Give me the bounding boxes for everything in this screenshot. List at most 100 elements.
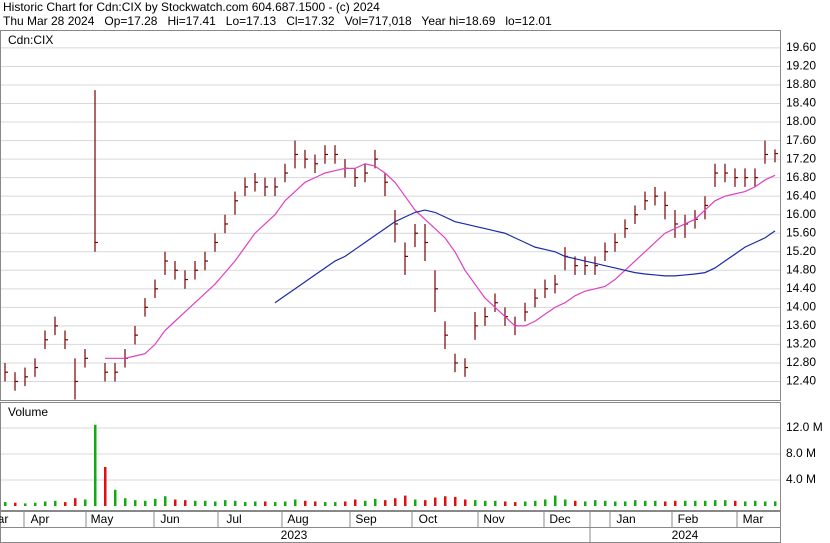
volume-bar: [494, 500, 497, 506]
x-tick-label: Jan: [616, 512, 635, 526]
volume-bar: [414, 499, 417, 506]
volume-bar: [174, 499, 177, 506]
x-tick-label: Sep: [355, 512, 377, 526]
y-tick-label: 17.60: [786, 133, 816, 147]
volume-bar: [574, 500, 577, 506]
volume-bar: [744, 501, 747, 506]
x-tick-label: May: [91, 512, 114, 526]
y-tick-label: 19.60: [786, 40, 816, 54]
volume-bar: [354, 499, 357, 506]
y-tick-label: 16.80: [786, 170, 816, 184]
x-tick-label: Nov: [483, 512, 504, 526]
x-tick-label: Jun: [160, 512, 179, 526]
year-label: 2024: [672, 528, 699, 542]
volume-bar: [764, 501, 767, 506]
volume-bar: [334, 502, 337, 506]
volume-bar: [104, 467, 107, 506]
y-tick-label: 16.40: [786, 188, 816, 202]
volume-bar: [204, 500, 207, 506]
y-tick-label: 12.80: [786, 355, 816, 369]
y-tick-label: 17.20: [786, 151, 816, 165]
volume-bar: [364, 500, 367, 506]
y-tick-label: 14.80: [786, 262, 816, 276]
volume-bar: [274, 502, 277, 506]
y-tick-label: 13.20: [786, 337, 816, 351]
year-label: 2023: [281, 528, 308, 542]
volume-bar: [484, 500, 487, 506]
volume-bar: [464, 499, 467, 506]
volume-bar: [284, 501, 287, 506]
y-tick-label: 18.80: [786, 77, 816, 91]
volume-bar: [144, 500, 147, 506]
volume-bar: [724, 500, 727, 506]
volume-bar: [564, 499, 567, 506]
volume-bar: [584, 501, 587, 506]
y-tick-label: 14.00: [786, 300, 816, 314]
y-tick-label: 18.40: [786, 96, 816, 110]
volume-bar: [474, 500, 477, 506]
volume-bar: [194, 500, 197, 506]
volume-bar: [184, 500, 187, 506]
volume-bar: [74, 498, 77, 506]
volume-bar: [554, 495, 557, 506]
volume-bar: [114, 489, 117, 506]
volume-label: Volume: [8, 405, 48, 419]
price-panel: [0, 30, 781, 401]
volume-panel: [0, 402, 781, 511]
volume-bar: [514, 502, 517, 506]
volume-bar: [264, 501, 267, 506]
volume-bar: [304, 500, 307, 506]
volume-bar: [344, 501, 347, 506]
volume-bar: [504, 501, 507, 506]
volume-bar: [384, 500, 387, 506]
panel-label: Cdn:CIX: [8, 33, 53, 47]
volume-bar: [704, 500, 707, 506]
volume-bar: [654, 500, 657, 506]
volume-bar: [14, 502, 17, 506]
volume-bar: [424, 500, 427, 506]
volume-tick-label: 12.0 M: [786, 420, 823, 434]
volume-tick-label: 4.0 M: [786, 472, 816, 486]
volume-bar: [84, 499, 87, 506]
volume-bar: [594, 500, 597, 506]
x-tick-label: Apr: [31, 512, 50, 526]
y-tick-label: 15.20: [786, 244, 816, 258]
y-tick-label: 18.00: [786, 114, 816, 128]
x-tick-label: Feb: [678, 512, 699, 526]
chart-subtitle: Thu Mar 28 2024 Op=17.28 Hi=17.41 Lo=17.…: [3, 14, 552, 28]
volume-bar: [674, 500, 677, 506]
volume-bar: [694, 500, 697, 506]
volume-bar: [534, 500, 537, 506]
volume-bar: [4, 502, 7, 506]
y-tick-label: 15.60: [786, 225, 816, 239]
x-tick-label: Dec: [549, 512, 570, 526]
volume-bar: [634, 500, 637, 506]
chart-title: Historic Chart for Cdn:CIX by Stockwatch…: [3, 0, 380, 14]
volume-bar: [244, 502, 247, 506]
volume-bar: [54, 500, 57, 506]
volume-bar: [314, 501, 317, 506]
volume-bar: [44, 501, 47, 506]
volume-bar: [684, 500, 687, 506]
volume-bar: [664, 501, 667, 506]
volume-bar: [34, 502, 37, 506]
volume-bar: [624, 501, 627, 506]
volume-bar: [614, 501, 617, 506]
volume-bar: [544, 499, 547, 506]
volume-bar: [444, 496, 447, 506]
moving-average: [105, 163, 776, 359]
x-tick-label: Oct: [419, 512, 438, 526]
volume-bar: [524, 501, 527, 506]
volume-bar: [24, 503, 27, 506]
volume-bar: [254, 501, 257, 506]
volume-bar: [324, 502, 327, 506]
volume-bar: [714, 500, 717, 506]
y-tick-label: 19.20: [786, 59, 816, 73]
volume-bar: [154, 498, 157, 506]
volume-tick-label: 8.0 M: [786, 446, 816, 460]
y-tick-label: 14.40: [786, 281, 816, 295]
volume-bar: [134, 500, 137, 506]
volume-bar: [644, 500, 647, 506]
volume-bar: [234, 500, 237, 506]
